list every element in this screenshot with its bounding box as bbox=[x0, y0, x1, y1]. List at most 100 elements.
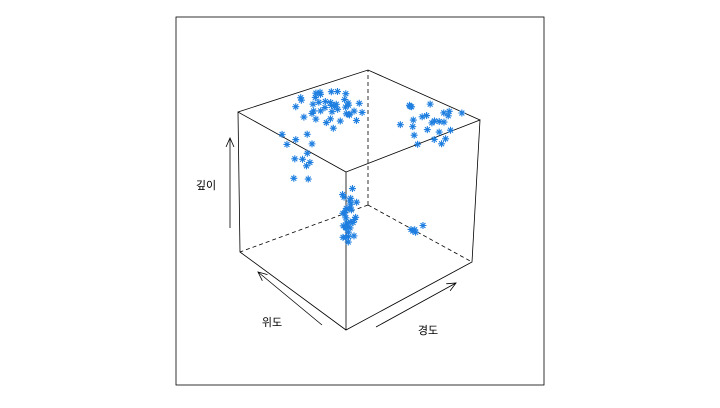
point bbox=[426, 100, 434, 108]
point bbox=[322, 119, 330, 127]
point bbox=[347, 194, 355, 202]
point bbox=[343, 219, 351, 227]
plot-frame bbox=[175, 16, 545, 386]
point bbox=[331, 103, 339, 111]
point bbox=[321, 98, 329, 106]
point bbox=[310, 107, 318, 115]
y-axis-label: 위도 bbox=[262, 316, 282, 329]
point bbox=[311, 93, 319, 101]
point bbox=[342, 103, 350, 111]
point bbox=[353, 198, 361, 206]
point bbox=[336, 117, 344, 125]
point bbox=[344, 228, 352, 236]
point bbox=[339, 222, 347, 230]
point bbox=[341, 96, 349, 104]
point bbox=[438, 140, 446, 148]
point bbox=[346, 224, 354, 232]
point bbox=[302, 162, 310, 170]
point bbox=[309, 100, 317, 108]
x-axis-label: 경도 bbox=[418, 324, 438, 337]
point bbox=[444, 112, 452, 120]
point bbox=[334, 105, 342, 113]
point bbox=[339, 233, 347, 241]
y-arrow bbox=[258, 272, 323, 326]
point bbox=[291, 155, 299, 163]
point bbox=[348, 185, 356, 193]
point bbox=[342, 214, 350, 222]
point bbox=[350, 107, 358, 115]
point bbox=[278, 130, 286, 138]
point bbox=[341, 209, 349, 217]
point bbox=[290, 174, 298, 182]
point bbox=[447, 126, 455, 134]
point bbox=[352, 213, 360, 221]
points bbox=[278, 88, 466, 246]
point bbox=[345, 111, 353, 119]
point bbox=[283, 140, 291, 148]
point bbox=[327, 98, 335, 106]
point bbox=[396, 121, 404, 129]
point bbox=[340, 193, 348, 201]
point bbox=[299, 155, 307, 163]
point bbox=[292, 136, 300, 144]
point bbox=[405, 101, 413, 109]
point bbox=[327, 101, 335, 109]
point bbox=[327, 88, 335, 96]
point bbox=[351, 216, 359, 224]
point bbox=[458, 109, 466, 117]
point bbox=[423, 112, 431, 120]
point bbox=[315, 98, 323, 106]
point bbox=[297, 94, 305, 102]
point bbox=[445, 107, 453, 115]
point bbox=[312, 89, 320, 97]
point bbox=[355, 99, 363, 107]
point bbox=[303, 130, 311, 138]
point bbox=[435, 128, 443, 136]
point bbox=[303, 149, 311, 157]
point bbox=[342, 204, 350, 212]
point bbox=[347, 206, 355, 214]
point bbox=[349, 219, 357, 227]
point bbox=[440, 118, 448, 126]
point bbox=[440, 109, 448, 117]
point bbox=[292, 103, 300, 111]
point bbox=[321, 104, 329, 112]
point bbox=[297, 96, 305, 104]
point bbox=[316, 88, 324, 96]
point bbox=[407, 225, 415, 233]
point bbox=[346, 197, 354, 205]
point bbox=[304, 175, 312, 183]
point bbox=[339, 191, 347, 199]
point bbox=[430, 135, 438, 143]
point bbox=[350, 232, 358, 240]
point bbox=[352, 117, 360, 125]
point bbox=[312, 115, 320, 123]
point bbox=[442, 135, 450, 143]
point bbox=[423, 126, 431, 134]
point bbox=[341, 207, 349, 215]
z-axis-label: 깊이 bbox=[196, 179, 216, 192]
point bbox=[412, 228, 420, 236]
x-arrow bbox=[375, 283, 456, 328]
point bbox=[418, 113, 426, 121]
point bbox=[428, 119, 436, 127]
point bbox=[411, 226, 419, 234]
point bbox=[409, 123, 417, 131]
point bbox=[342, 223, 350, 231]
point bbox=[329, 124, 337, 132]
point bbox=[333, 88, 341, 96]
point bbox=[435, 118, 443, 126]
point bbox=[326, 115, 334, 123]
point bbox=[347, 200, 355, 208]
point bbox=[328, 108, 336, 116]
point bbox=[317, 107, 325, 115]
point bbox=[419, 222, 427, 230]
point bbox=[344, 101, 352, 109]
point bbox=[300, 113, 308, 121]
point bbox=[308, 140, 316, 148]
point bbox=[342, 90, 350, 98]
point bbox=[410, 131, 418, 139]
point bbox=[414, 140, 422, 148]
